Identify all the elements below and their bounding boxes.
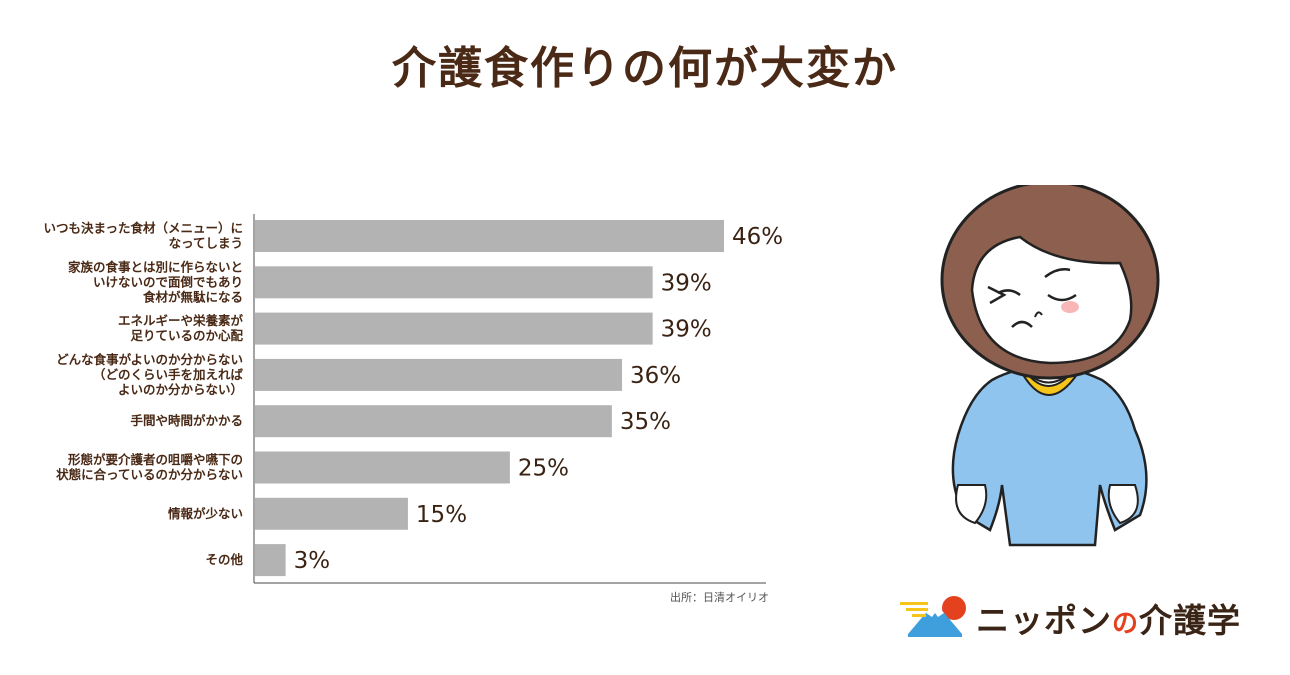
category-label: 形態が要介護者の咀嚼や嚥下の [68, 452, 243, 467]
logo-suffix: 介護学 [1139, 601, 1242, 640]
data-label: 15% [416, 502, 467, 528]
bar [255, 358, 623, 391]
worried-woman-illustration [940, 185, 1160, 547]
bar [255, 544, 286, 577]
bar [255, 405, 612, 438]
data-label: 3% [294, 548, 331, 574]
category-label: その他 [205, 552, 243, 567]
bar [255, 266, 653, 299]
data-label: 39% [661, 317, 712, 343]
category-label: いけないので面倒でもあり [93, 274, 243, 289]
chart-title: 介護食作りの何が大変か [392, 43, 898, 94]
data-label: 35% [620, 409, 671, 435]
category-label: 状態に合っているのか分からない [56, 467, 243, 482]
logo-name: ニッポン [976, 601, 1112, 640]
category-label: いつも決まった食材（メニュー）に [43, 221, 243, 236]
category-label: よいのか分からない） [118, 382, 243, 397]
bar [255, 451, 510, 484]
category-label: なってしまう [169, 236, 243, 251]
data-label: 36% [630, 363, 681, 389]
category-label: エネルギーや栄養素が [118, 313, 244, 328]
logo-particle: の [1112, 609, 1140, 639]
logo-text: ニッポンの介護学 [976, 594, 1241, 642]
site-logo: ニッポンの介護学 [898, 592, 1268, 640]
category-label: 情報が少ない [168, 506, 243, 521]
bar [255, 497, 408, 530]
source-note: 出所：日清オイリオ [670, 591, 769, 604]
category-label: 食材が無駄になる [142, 289, 243, 304]
category-label: （どのくらい手を加えれば [93, 367, 244, 382]
category-label: 足りているのか心配 [130, 328, 243, 343]
bar [255, 220, 724, 252]
category-label: 家族の食事とは別に作らないと [68, 259, 243, 274]
data-label: 39% [661, 270, 712, 296]
category-label: 手間や時間がかかる [130, 413, 243, 428]
category-label: どんな食事がよいのか分からない [56, 352, 243, 367]
bar [255, 312, 653, 345]
data-label: 46% [732, 224, 783, 250]
data-label: 25% [518, 456, 569, 482]
mount-fuji-icon [900, 596, 966, 637]
